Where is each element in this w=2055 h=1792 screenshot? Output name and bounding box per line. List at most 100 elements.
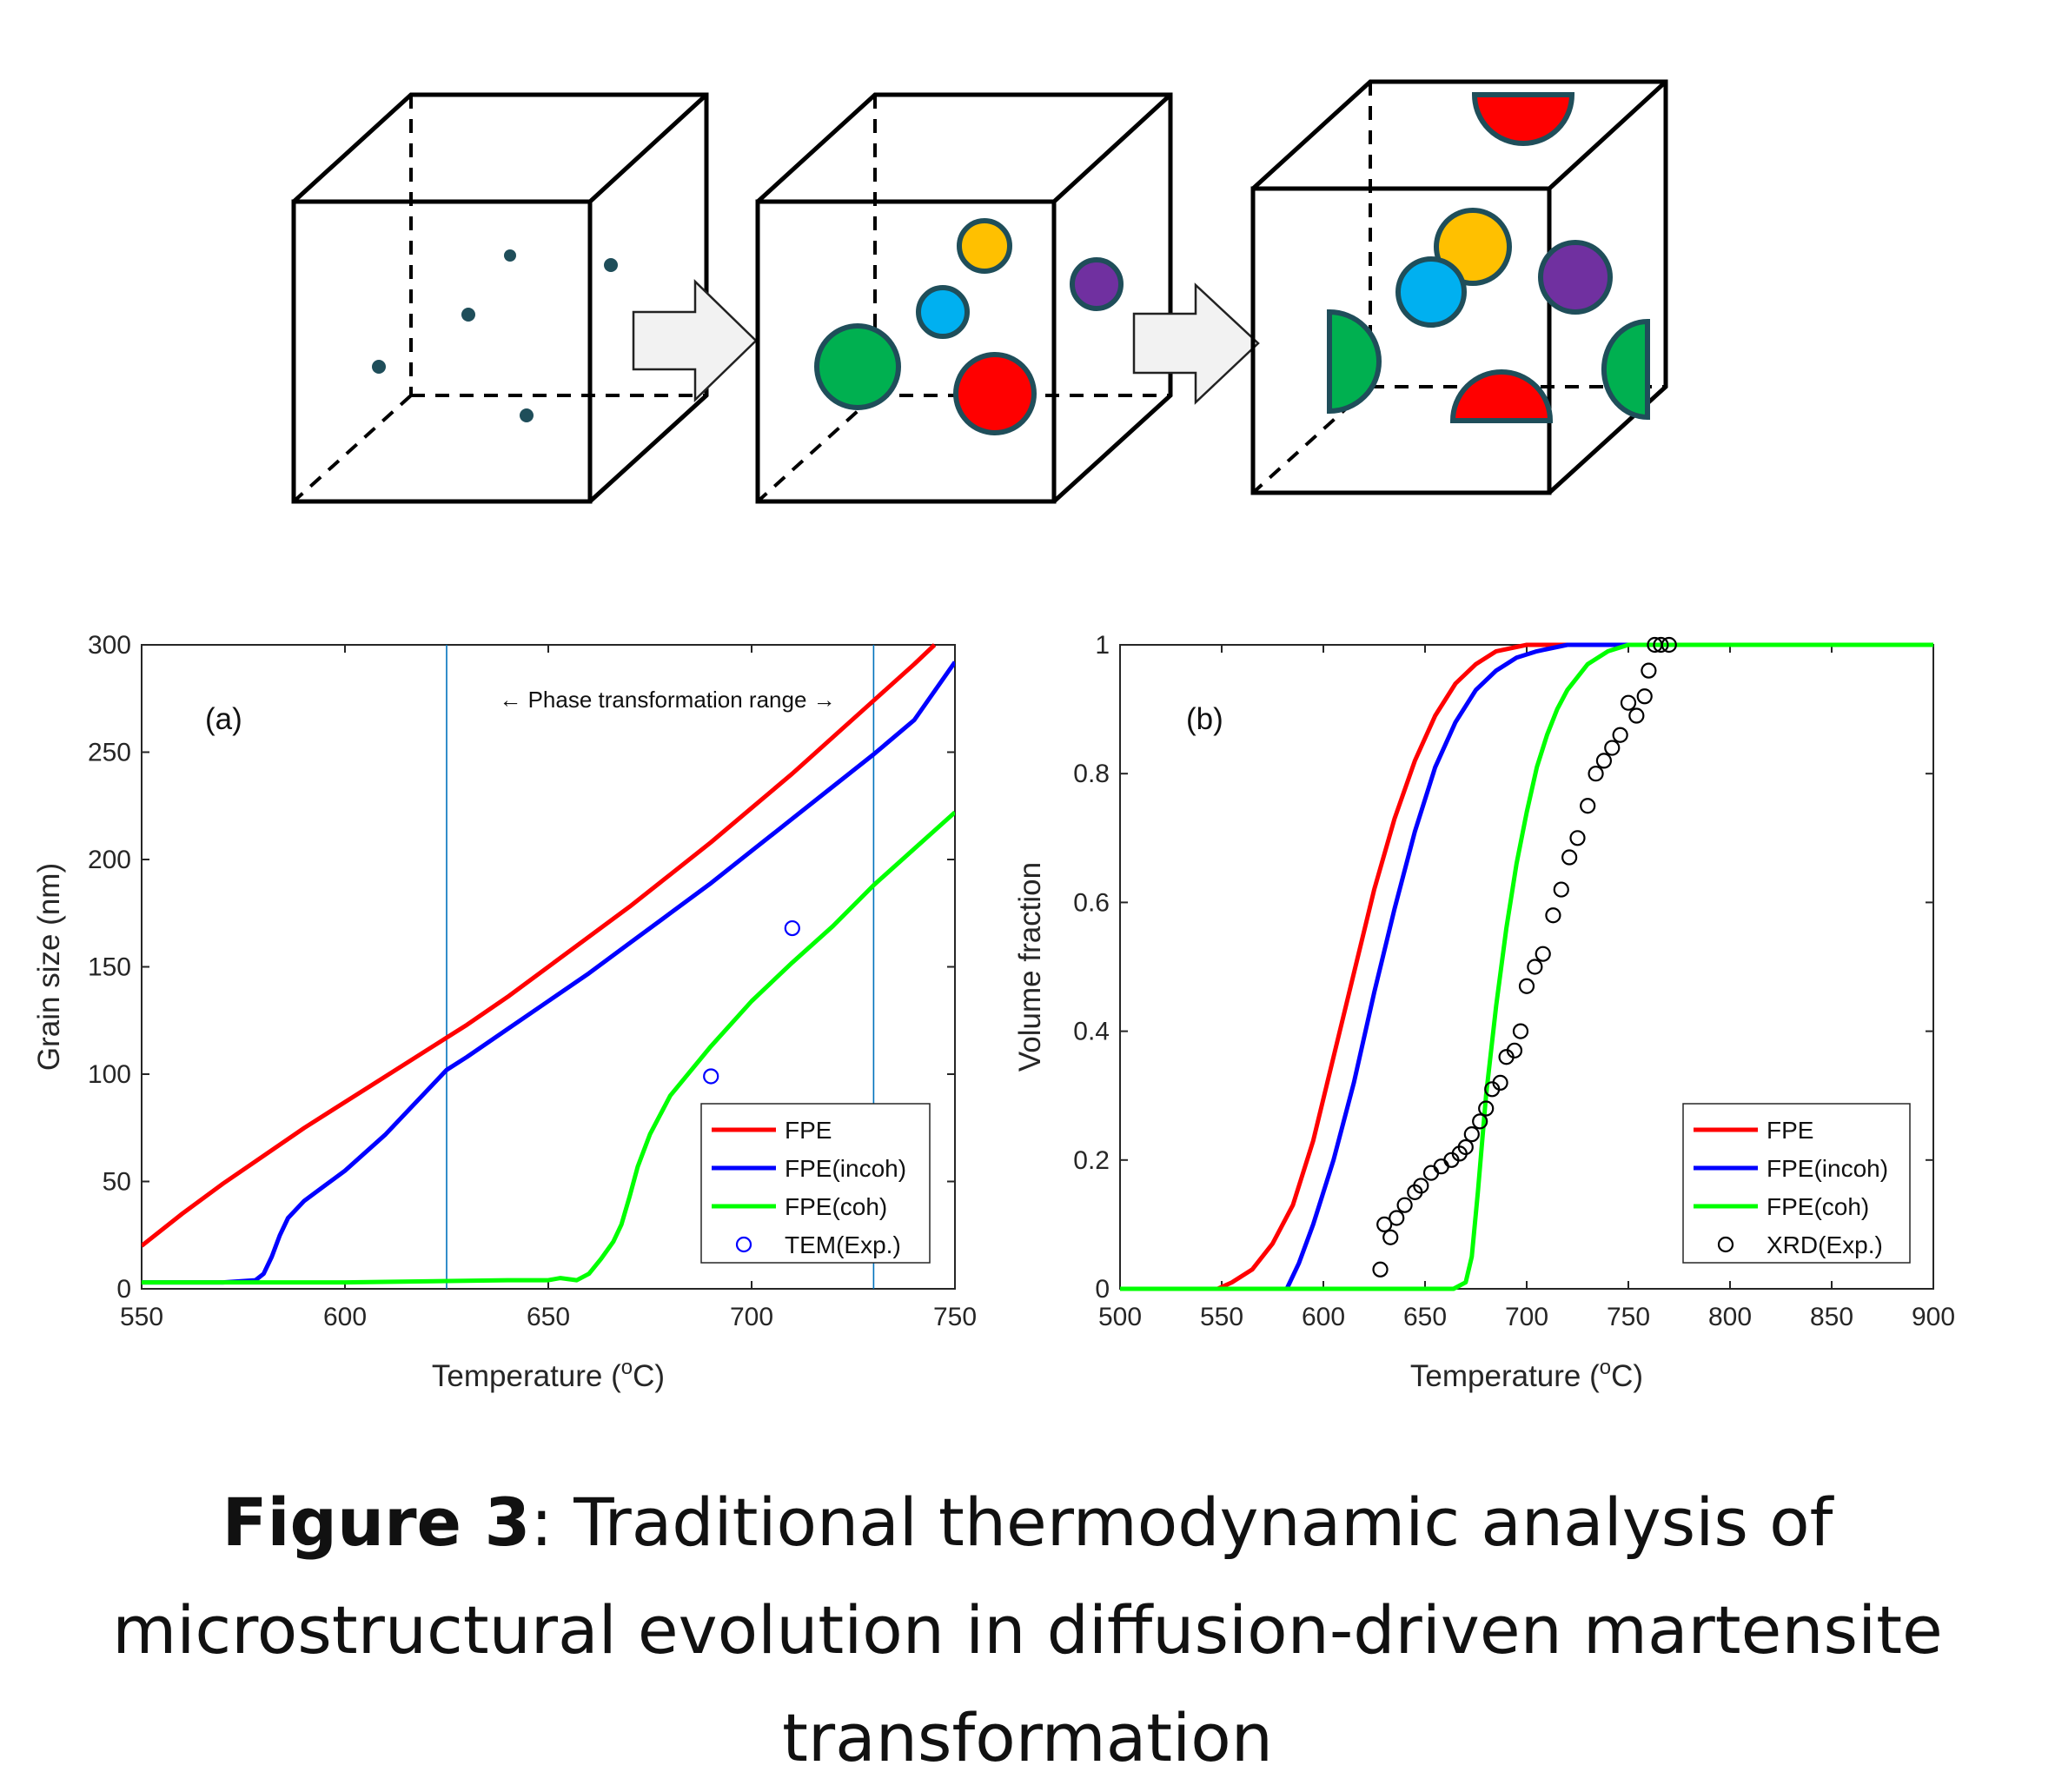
data-point-xrd-exp: [1492, 1074, 1508, 1091]
data-point-xrd-exp: [1512, 1023, 1529, 1039]
series-line-fpe-incoh: [142, 660, 955, 1285]
y-tick-label: 0: [116, 1275, 131, 1304]
nucleus-dot: [520, 408, 534, 422]
series-line-fpe-incoh: [1120, 642, 1933, 1291]
legend-marker: [1717, 1236, 1734, 1253]
data-point-xrd-exp: [1535, 946, 1551, 962]
data-point-xrd-exp: [1580, 798, 1596, 814]
nucleus-dot: [504, 249, 516, 262]
y-tick-label: 0.6: [1073, 888, 1110, 917]
legend-label: FPE(coh): [785, 1193, 887, 1220]
grain-green-left: [1327, 309, 1382, 415]
x-tick-label: 850: [1810, 1303, 1853, 1331]
x-axis-label: Temperature (oC): [1410, 1356, 1643, 1393]
grain-red: [953, 352, 1037, 435]
cube-nucleation: [291, 92, 709, 504]
y-axis-label: Grain size (nm): [32, 863, 66, 1071]
y-tick-label: 0.2: [1073, 1146, 1110, 1175]
legend-label: XRD(Exp.): [1767, 1231, 1883, 1258]
series-line-fpe: [1120, 642, 1933, 1291]
data-point-xrd-exp: [1457, 1138, 1474, 1156]
x-tick-label: 500: [1098, 1303, 1142, 1331]
figure-label: Figure 3: [222, 1483, 531, 1561]
y-axis-label: Volume fraction: [1013, 862, 1047, 1072]
panel-label: (a): [205, 702, 242, 736]
figure-caption-text: : Traditional thermodynamic analysis of …: [112, 1483, 1943, 1776]
series-line-fpe: [142, 643, 937, 1248]
grain-green: [814, 323, 901, 410]
x-tick-label: 650: [1403, 1303, 1447, 1331]
grain-green-right: [1601, 318, 1650, 421]
data-point-xrd-exp: [1545, 907, 1561, 924]
x-tick-label: 800: [1708, 1303, 1752, 1331]
phase-range-annotation: ← Phase transformation range →: [499, 687, 835, 713]
grain-red-bottom: [1449, 369, 1554, 423]
data-point-xrd-exp: [1478, 1100, 1495, 1117]
x-tick-label: 900: [1912, 1303, 1955, 1331]
nucleation-growth-schematic: [291, 79, 1668, 504]
grain-purple: [1538, 240, 1613, 315]
y-tick-label: 50: [103, 1168, 131, 1197]
grain-orange: [1434, 208, 1512, 286]
data-point-xrd-exp: [1561, 849, 1578, 866]
legend-marker: [735, 1236, 752, 1253]
data-point-xrd-exp: [1372, 1261, 1389, 1278]
x-tick-label: 650: [527, 1303, 570, 1331]
series-line-fpe-coh: [1120, 642, 1933, 1291]
legend-label: FPE(incoh): [1767, 1155, 1888, 1182]
x-axis-label: Temperature (oC): [432, 1356, 665, 1393]
grain-purple: [1070, 257, 1124, 311]
chart-b-content: 500 550 600 650 700 750 800 850 900 0 0.2 0.4 0.6 0.8…: [1013, 631, 1955, 1393]
grain-red-top: [1471, 92, 1575, 146]
x-tick-label: 550: [120, 1303, 163, 1331]
y-tick-label: 250: [88, 739, 131, 767]
data-point-xrd-exp: [1506, 1042, 1523, 1059]
x-tick-label: 600: [1302, 1303, 1345, 1331]
data-point-xrd-exp: [1612, 727, 1628, 743]
data-point-xrd-exp: [1472, 1113, 1488, 1130]
data-point-xrd-exp: [1527, 959, 1543, 975]
data-point-xrd-exp: [1595, 753, 1613, 769]
y-tick-label: 1: [1095, 631, 1110, 660]
legend-label: FPE(incoh): [785, 1155, 906, 1182]
data-point-xrd-exp: [1413, 1178, 1429, 1194]
data-point-xrd-exp: [1636, 688, 1653, 705]
data-point-xrd-exp: [1588, 766, 1604, 782]
y-tick-label: 300: [88, 631, 131, 660]
data-point-xrd-exp: [1569, 830, 1586, 846]
data-point-xrd-exp: [1661, 636, 1677, 654]
data-point-xrd-exp: [1518, 978, 1535, 994]
data-point-xrd-exp: [1628, 707, 1645, 724]
x-tick-label: 750: [1607, 1303, 1650, 1331]
y-tick-label: 0.8: [1073, 760, 1110, 788]
growing-grains: [814, 218, 1124, 435]
x-tick-label: 600: [323, 1303, 367, 1331]
data-point-tem-exp: [703, 1068, 719, 1085]
right-arrow-icon: [632, 279, 758, 402]
x-tick-label: 550: [1200, 1303, 1243, 1331]
data-point-xrd-exp: [1389, 1210, 1405, 1226]
y-tick-label: 0: [1095, 1275, 1110, 1304]
y-tick-label: 100: [88, 1060, 131, 1089]
data-point-xrd-exp: [1382, 1229, 1399, 1245]
y-tick-label: 150: [88, 953, 131, 982]
nucleus-dot: [604, 258, 618, 272]
nuclei-dots: [372, 249, 618, 422]
legend-label: FPE: [1767, 1117, 1813, 1144]
x-tick-label: 700: [730, 1303, 773, 1331]
data-point-xrd-exp: [1396, 1197, 1413, 1213]
grain-blue: [916, 285, 970, 339]
legend-label: TEM(Exp.): [785, 1231, 901, 1258]
grain-blue: [1395, 256, 1467, 328]
panel-label: (b): [1186, 702, 1223, 736]
data-point-xrd-exp: [1620, 694, 1637, 711]
data-point-xrd-exp: [1376, 1216, 1393, 1233]
data-point-xrd-exp: [1604, 740, 1621, 756]
series-line-fpe-coh: [142, 810, 955, 1285]
chart-volume-fraction: 500 550 600 650 700 750 800 850 900 0 0.2 0.4 0.6 0.8…: [1013, 631, 1955, 1393]
nucleus-dot: [372, 360, 386, 374]
impinged-grains: [1327, 92, 1650, 423]
x-tick-label: 700: [1505, 1303, 1548, 1331]
y-tick-label: 0.4: [1073, 1018, 1110, 1046]
legend-label: FPE: [785, 1117, 832, 1144]
